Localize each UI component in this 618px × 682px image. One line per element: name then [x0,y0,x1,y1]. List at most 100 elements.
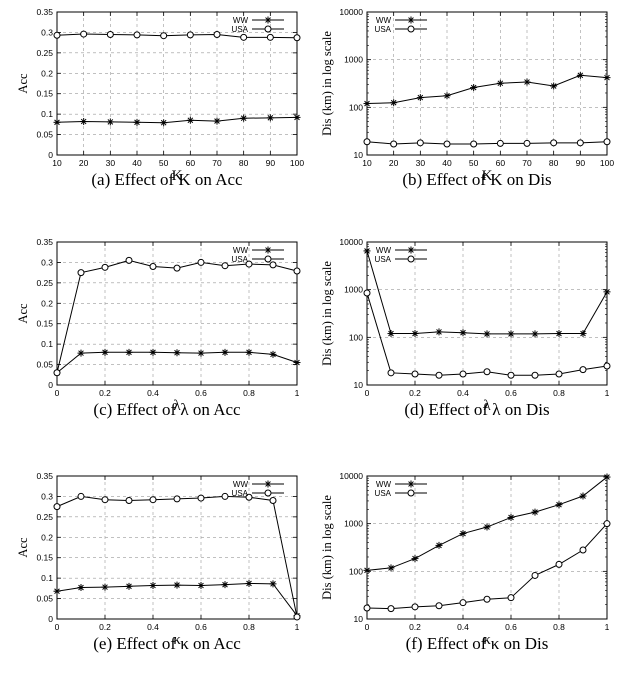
legend-label: WW [233,246,249,255]
x-tick-label: 0.4 [147,622,159,632]
y-tick-label: 0.35 [36,237,53,247]
data-point [293,113,301,121]
x-tick-label: 100 [600,158,614,168]
y-tick-label: 10 [354,150,364,160]
data-point [435,541,443,549]
data-point [125,348,133,356]
data-point [197,258,205,266]
data-point [186,31,194,39]
data-point [531,571,539,579]
data-point [133,118,141,126]
data-point [245,260,253,268]
plot-frame [366,475,608,620]
series-ww [363,473,611,574]
x-tick-label: 0.8 [243,388,255,398]
data-point [416,94,424,102]
x-tick-label: 20 [79,158,89,168]
y-tick-label: 10000 [339,7,363,17]
y-tick-label: 0.3 [41,491,53,501]
data-point [269,580,277,588]
data-point [363,604,371,612]
data-point [603,74,611,82]
series-ww [53,113,301,127]
y-tick-label: 0.3 [41,27,53,37]
data-point [555,501,563,509]
data-point [576,71,584,79]
data-point [579,366,587,374]
caption: (e) Effect of κ on Acc [93,634,241,653]
data-point [459,530,467,538]
data-point [507,594,515,602]
y-tick-label: 0.25 [36,278,53,288]
data-point [221,492,229,500]
legend-marker [407,16,415,24]
legend-label: WW [233,480,249,489]
y-axis-label: Dis (km) in log scale [320,31,334,136]
legend-marker [407,246,415,254]
y-tick-label: 10000 [339,471,363,481]
data-point [245,579,253,587]
data-point [101,496,109,504]
chart-panel-4: 0 0.05 0.1 0.15 0.2 0.25 0.3 0.35 0 0.2 0.4 0.6 0.8 1… [16,471,301,653]
x-tick-label: 40 [132,158,142,168]
legend-label: USA [375,489,392,498]
data-point [160,119,168,127]
data-point [197,581,205,589]
y-tick-label: 0 [48,614,53,624]
plot-frame [56,241,298,386]
y-tick-label: 10 [354,614,364,624]
series-usa [363,520,611,613]
data-point [443,140,451,148]
data-point [483,368,491,376]
x-tick-label: 0 [55,622,60,632]
y-tick-label: 0.3 [41,257,53,267]
chart-panel-0: 0 0.05 0.1 0.15 0.2 0.25 0.3 0.35 10 20 30 40 50 60 70… [16,7,304,189]
series-line [56,116,298,124]
chart-panel-3: 10 100 1000 10000 0 0.2 0.4 0.6 0.8 1 λ Dis (km) in… [320,237,611,419]
legend-marker [264,25,272,33]
legend-label: USA [375,255,392,264]
x-axis-label: κ [173,632,181,648]
x-axis-label: κ [483,632,491,648]
x-tick-label: 70 [522,158,532,168]
series-usa [53,492,301,621]
x-tick-label: 0.8 [553,622,565,632]
data-point [523,78,531,86]
x-tick-label: 20 [389,158,399,168]
data-point [603,520,611,528]
x-tick-label: 100 [290,158,304,168]
data-point [173,349,181,357]
data-point [173,495,181,503]
data-point [496,79,504,87]
x-tick-label: 70 [212,158,222,168]
x-tick-label: 60 [186,158,196,168]
y-tick-label: 0 [48,150,53,160]
x-tick-label: 1 [295,388,300,398]
x-tick-label: 0 [55,388,60,398]
x-tick-label: 0.4 [147,388,159,398]
data-point [550,139,558,147]
y-axis-label: Acc [16,73,30,94]
y-tick-label: 0.2 [41,298,53,308]
legend-marker [407,25,415,33]
chart-panel-1: 10 100 1000 10000 10 20 30 40 50 60 70 80 90 100 K Dis … [320,7,614,189]
data-point [555,370,563,378]
y-axis-label: Acc [16,537,30,558]
caption: (f) Effect of κ on Dis [406,634,549,653]
y-tick-label: 1000 [344,55,363,65]
data-point [197,494,205,502]
data-point [106,30,114,38]
caption: (a) Effect of K on Acc [91,170,243,189]
data-point [266,33,274,41]
plot-frame [56,475,298,620]
legend-label: WW [233,16,249,25]
plot-frame [56,11,298,156]
y-tick-label: 0 [48,380,53,390]
x-axis-label: K [482,168,493,184]
data-point [269,497,277,505]
data-point [579,330,587,338]
data-point [435,371,443,379]
data-point [523,139,531,147]
